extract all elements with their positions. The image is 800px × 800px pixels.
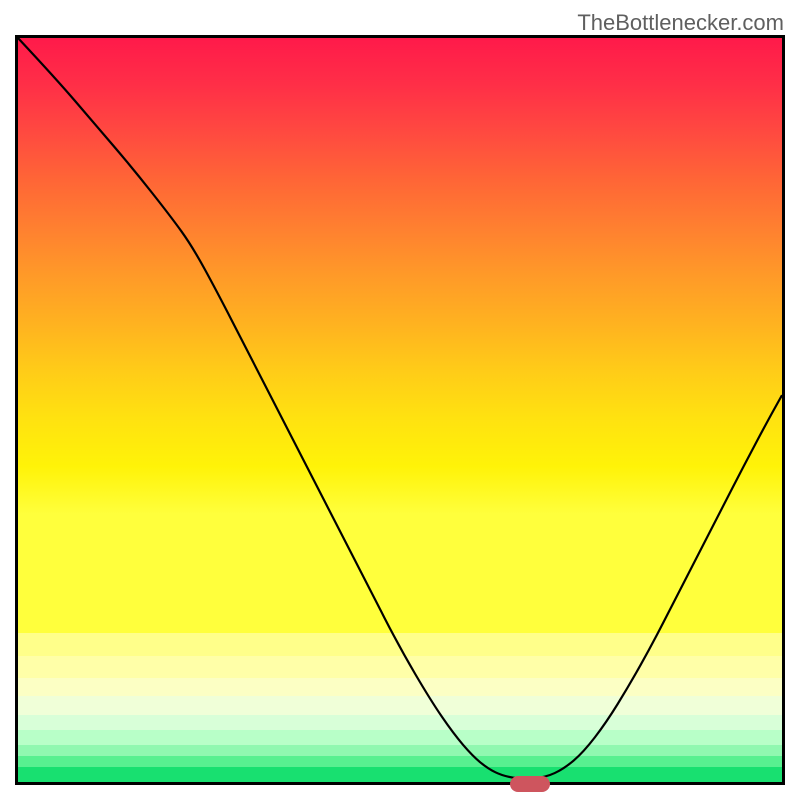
- optimum-marker: [510, 776, 550, 792]
- bottleneck-curve: [18, 38, 782, 782]
- watermark-text: TheBottlenecker.com: [577, 10, 784, 36]
- chart-plot-area: [15, 35, 785, 785]
- curve-path: [18, 38, 782, 779]
